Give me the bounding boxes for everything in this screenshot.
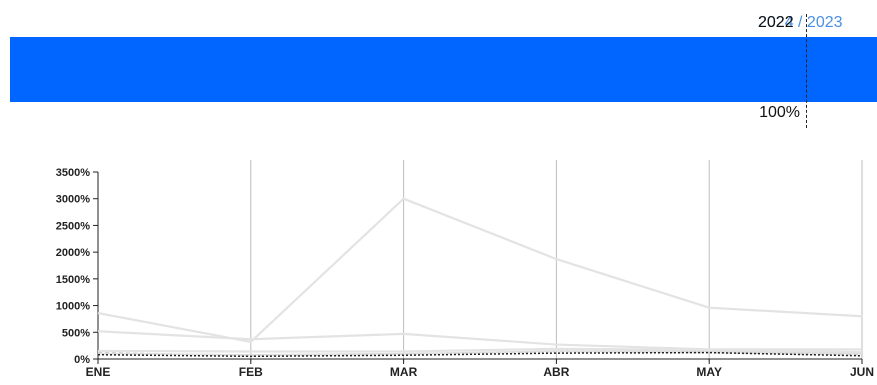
y-tick-label: 3500% [56,167,90,179]
target-marker [806,14,807,128]
y-tick-label: 2500% [56,220,90,232]
y-tick-label: 1500% [56,274,90,286]
y-tick-label: 0% [74,354,90,366]
y-tick-label: 1000% [56,301,90,313]
line-chart: 0% 500% 1000% 1500% 2000% 2500% 3000% 3500% ENE F… [56,160,874,379]
year-labels: 2024 / 2023 2022 [758,14,877,36]
series-line [97,197,863,344]
x-tick-label: ENE [86,365,111,379]
progress-value: 100% [759,104,800,121]
y-tick-label: 2000% [56,247,90,259]
series-line [97,351,863,358]
current-year-label: 2022 [758,14,794,31]
compare-year-label: 2024 / 2023 [758,14,843,31]
y-tick-label: 3000% [56,194,90,206]
series-line [97,350,863,356]
x-tick-label: MAY [696,365,722,379]
x-tick-label: MAR [390,365,418,379]
progress-bar [10,37,877,102]
x-tick-label: ABR [543,365,569,379]
x-tick-label: FEB [239,365,263,379]
series-line [97,347,863,354]
x-tick-label: JUN [850,365,874,379]
progress-bar-fill [10,37,877,102]
y-tick-label: 500% [62,327,90,339]
